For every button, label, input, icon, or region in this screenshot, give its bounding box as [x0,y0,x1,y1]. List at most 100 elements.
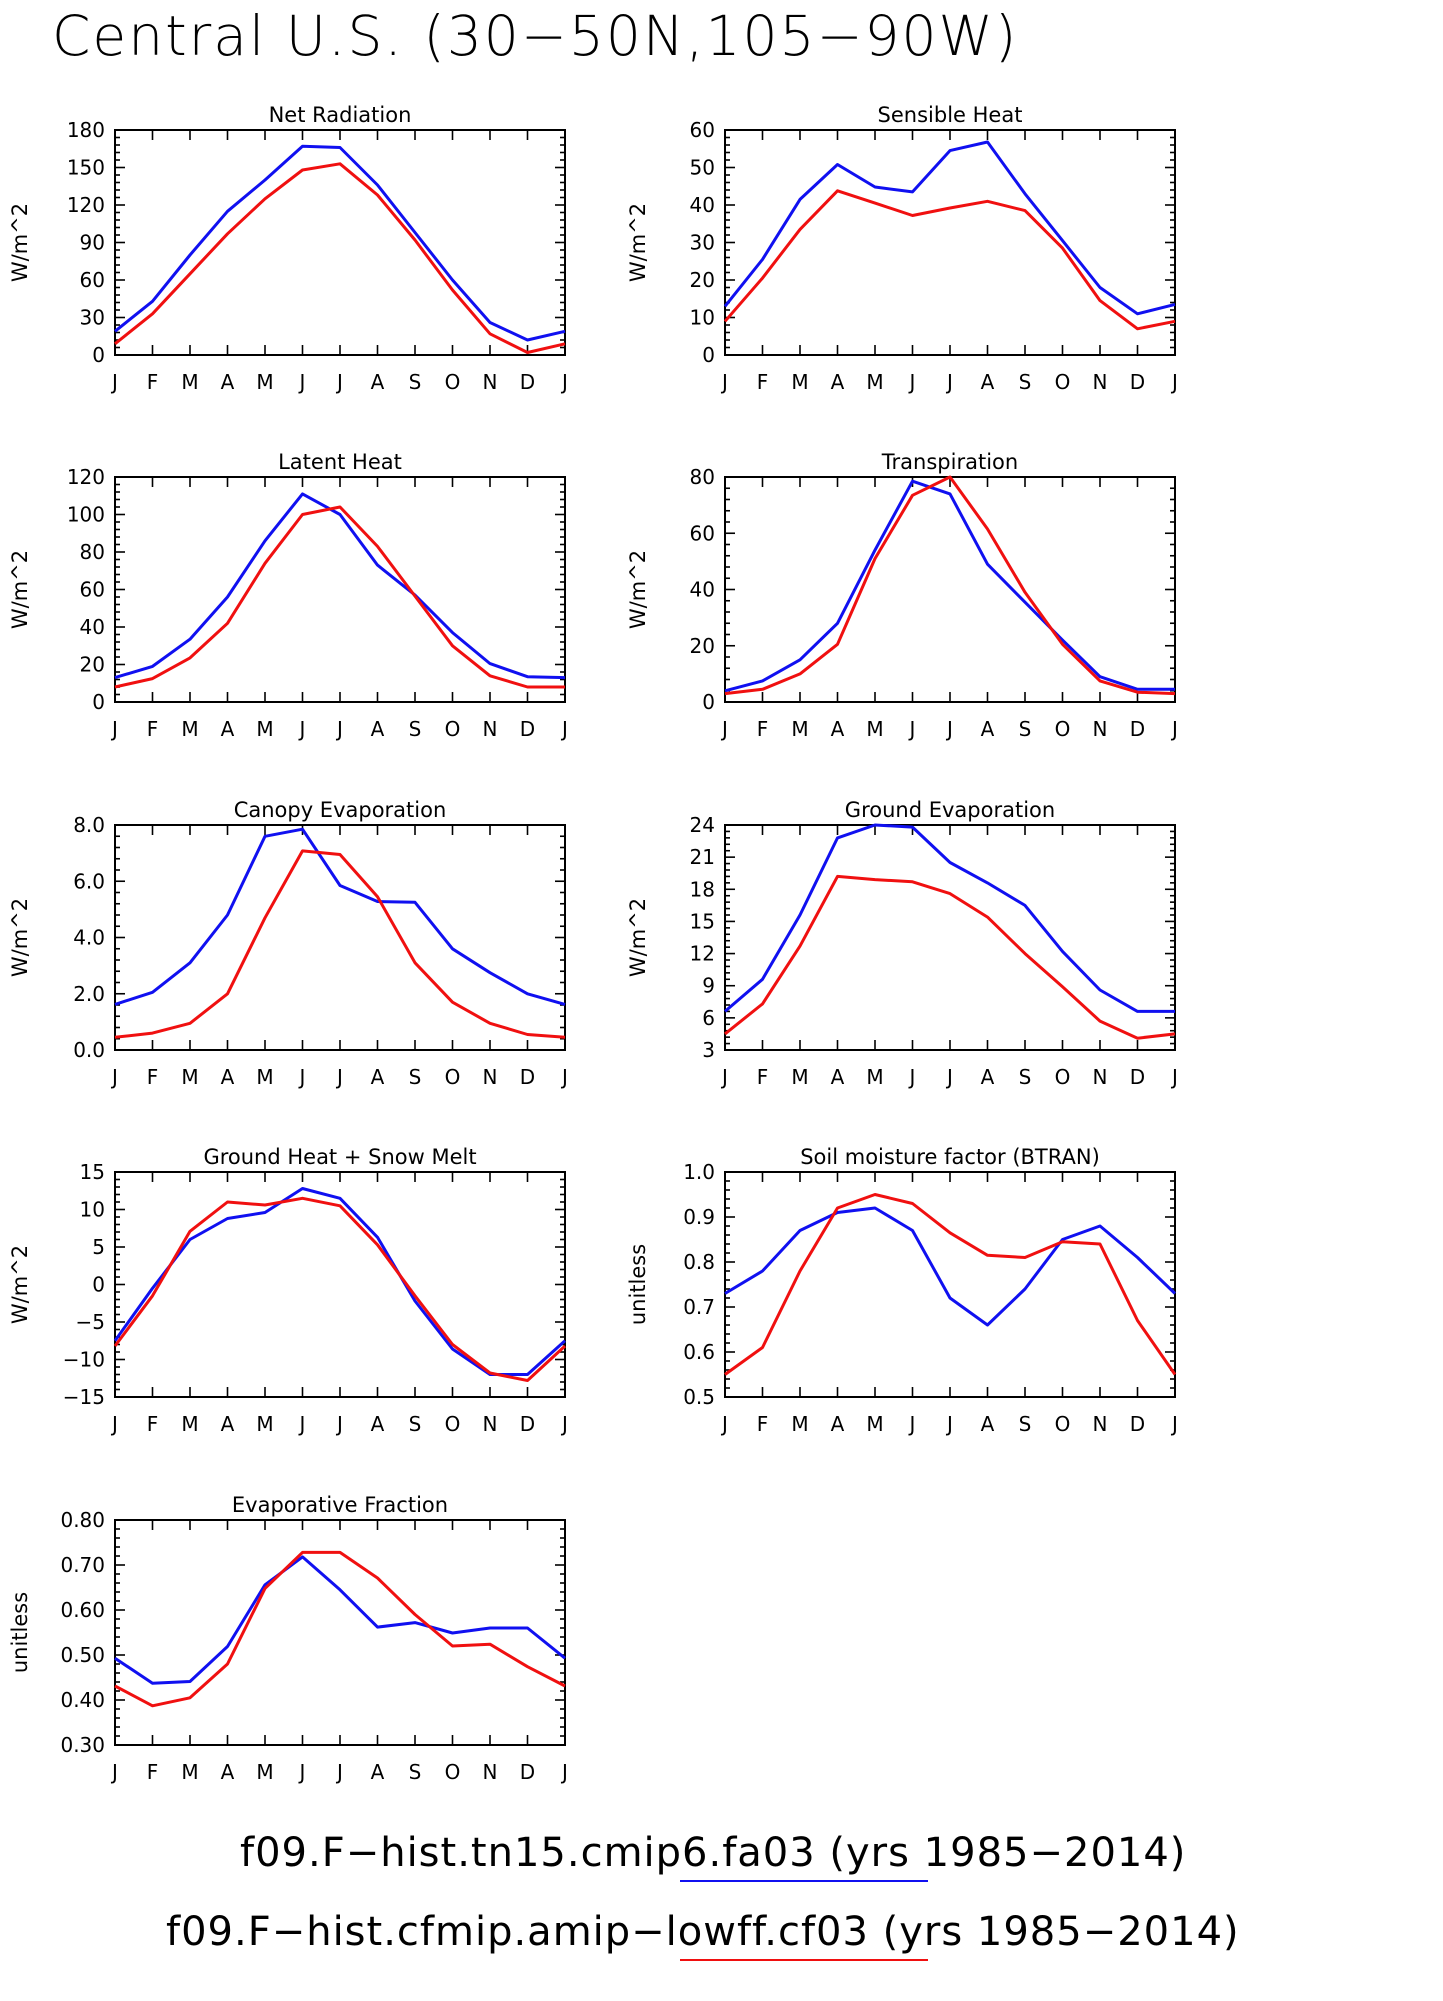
y-tick-label: 21 [690,845,715,869]
x-tick-label: A [221,1412,235,1436]
y-tick-label: 0.8 [683,1250,715,1274]
x-tick-label: M [181,1412,198,1436]
x-tick-label: J [560,717,568,741]
y-tick-label: 0 [92,1273,105,1297]
y-tick-label: 60 [690,118,715,142]
x-tick-label: N [483,370,498,394]
y-tick-label: 0.60 [60,1598,105,1622]
x-tick-label: S [409,717,422,741]
y-tick-label: 6.0 [73,869,105,893]
x-tick-label: J [908,1065,916,1089]
y-tick-label: 30 [80,306,105,330]
y-tick-label: 40 [80,615,105,639]
plot-frame [114,824,566,1051]
series-line-red [724,874,1176,1040]
x-tick-label: A [371,370,385,394]
x-tick-label: J [298,717,306,741]
x-tick-label: M [256,1760,273,1784]
y-tick-label: 9 [702,974,715,998]
y-tick-label: 0.0 [73,1038,105,1062]
plot-frame [114,476,566,703]
series-line-blue [723,140,1176,316]
x-tick-label: J [1170,370,1178,394]
x-tick-label: D [520,717,535,741]
y-tick-label: 90 [80,231,105,255]
x-tick-label: N [483,717,498,741]
y-tick-label: 0 [92,343,105,367]
y-tick-label: 5 [92,1235,105,1259]
y-tick-label: 150 [67,156,105,180]
chart-canopy-evaporation: Canopy Evaporation W/m^2 0.0 2.0 4.0 6.0 8.0 J F… [8,798,568,1089]
x-tick-label: M [256,1412,273,1436]
chart-title: Net Radiation [269,103,412,127]
y-tick-label: 6 [702,1006,715,1030]
x-tick-label: M [256,1065,273,1089]
x-tick-label: F [147,370,159,394]
y-axis-label: W/m^2 [8,898,32,977]
x-tick-label: M [866,370,883,394]
y-tick-label: −5 [76,1310,105,1334]
y-tick-label: 0 [702,690,715,714]
y-axis-label: unitless [8,1592,32,1673]
series-line-blue [114,144,566,342]
chart-evaporative-fraction: Evaporative Fraction unitless 0.30 0.40 0.50… [8,1493,568,1784]
x-tick-label: J [720,1412,728,1436]
x-tick-label: J [908,717,916,741]
x-tick-label: S [1019,370,1032,394]
x-tick-label: N [1093,717,1108,741]
x-tick-label: D [1130,370,1145,394]
x-tick-label: M [181,1065,198,1089]
y-tick-label: 180 [67,118,105,142]
x-tick-label: J [110,717,118,741]
x-tick-label: F [757,1412,769,1436]
x-tick-label: A [371,717,385,741]
x-tick-label: M [866,1065,883,1089]
x-tick-label: J [908,370,916,394]
y-tick-label: 60 [80,268,105,292]
x-tick-label: J [560,1065,568,1089]
x-tick-label: O [445,1760,461,1784]
x-tick-label: M [866,717,883,741]
x-tick-label: F [757,370,769,394]
series-line-red [724,475,1176,696]
chart-title: Transpiration [881,450,1018,474]
y-tick-label: 0 [92,690,105,714]
x-tick-label: N [483,1065,498,1089]
x-tick-label: J [298,370,306,394]
x-tick-label: F [757,1065,769,1089]
x-tick-label: M [791,717,808,741]
y-axis-label: W/m^2 [626,203,650,282]
x-tick-label: O [445,1065,461,1089]
series-line-red [114,1550,566,1708]
series-line-red [724,1193,1177,1376]
x-tick-label: J [298,1760,306,1784]
x-tick-label: J [908,1412,916,1436]
x-tick-label: O [445,370,461,394]
x-tick-label: F [147,717,159,741]
y-axis-label: unitless [626,1244,650,1325]
series-line-blue [114,1555,566,1685]
x-tick-label: A [981,717,995,741]
x-tick-label: J [298,1412,306,1436]
x-tick-label: O [1055,1412,1071,1436]
y-tick-label: 20 [690,634,715,658]
series-line-blue [724,1206,1177,1327]
chart-title: Evaporative Fraction [232,1493,448,1517]
x-tick-label: A [981,1412,995,1436]
x-tick-label: N [483,1760,498,1784]
x-tick-label: A [221,1065,235,1089]
x-tick-label: S [1019,1412,1032,1436]
chart-title: Ground Heat + Snow Melt [203,1145,476,1169]
x-tick-label: J [298,1065,306,1089]
series-line-red [114,505,565,689]
x-tick-label: F [147,1065,159,1089]
x-tick-label: M [791,1065,808,1089]
y-axis-label: W/m^2 [626,898,650,977]
y-tick-label: 0.50 [60,1643,105,1667]
x-tick-label: O [445,1412,461,1436]
x-tick-label: M [181,717,198,741]
x-tick-label: S [1019,1065,1032,1089]
x-tick-label: J [335,1065,343,1089]
x-tick-label: A [371,1412,385,1436]
y-tick-label: 0.6 [683,1340,715,1364]
